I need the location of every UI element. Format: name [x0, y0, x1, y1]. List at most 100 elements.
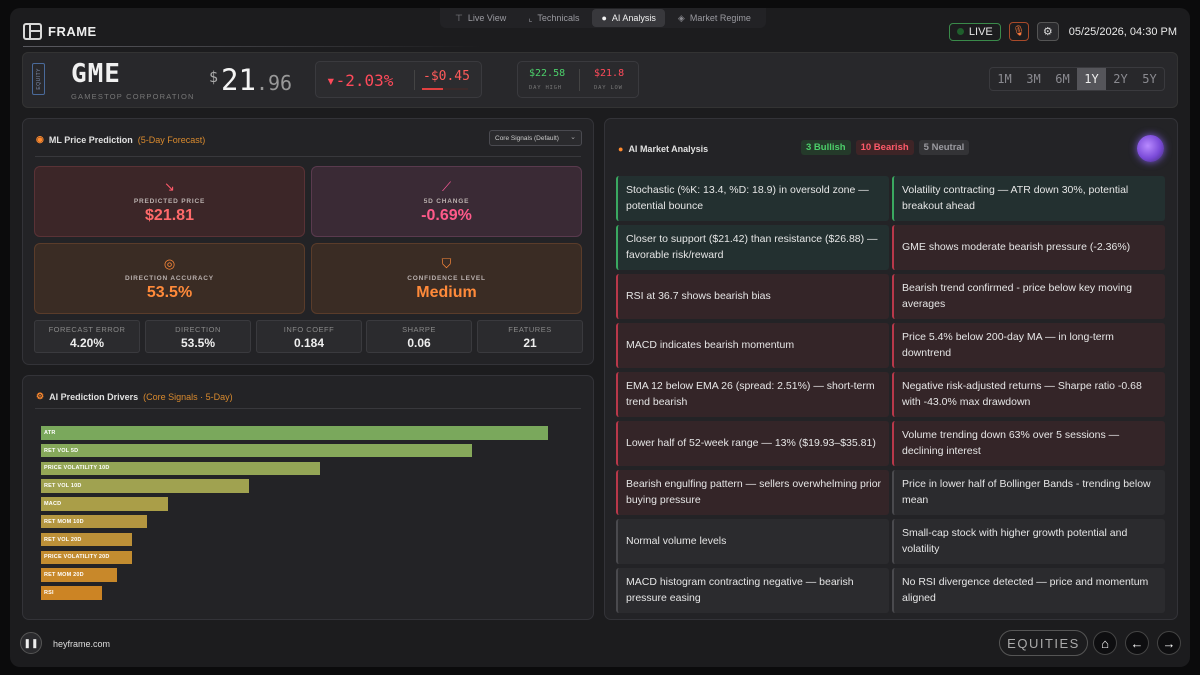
signal-text: Lower half of 52-week range — 13% ($19.9… — [626, 436, 876, 449]
driver-bar: MACD — [41, 497, 168, 511]
site-link[interactable]: heyframe.com — [53, 639, 111, 649]
signal-text: MACD histogram contracting negative — be… — [626, 576, 854, 604]
card-value: -0.69% — [421, 207, 472, 224]
five-day-change-card: ⟋ 5D CHANGE -0.69% — [311, 166, 582, 237]
equity-tag: EQUITY — [32, 63, 45, 95]
signal-card-bear: EMA 12 below EMA 26 (spread: 2.51%) — sh… — [616, 372, 889, 417]
brain-icon: ● — [601, 13, 607, 23]
brand-name: FRAME — [48, 24, 97, 39]
ml-subtitle: (5-Day Forecast) — [137, 134, 206, 145]
stat-forecast-error: FORECAST ERROR 4.20% — [34, 320, 140, 353]
direction-accuracy-card: ◎ DIRECTION ACCURACY 53.5% — [34, 243, 305, 314]
day-high-value: $22.58 — [529, 68, 566, 79]
equities-button[interactable]: EQUITIES — [999, 630, 1088, 656]
brand[interactable]: FRAME — [23, 23, 97, 40]
pause-button[interactable]: ❚❚ — [20, 632, 42, 654]
period-6m[interactable]: 6M — [1055, 72, 1070, 86]
driver-bar: ATR — [41, 426, 548, 440]
drivers-title: AI Prediction Drivers — [49, 391, 139, 402]
line-chart-icon: ⟋ — [441, 179, 452, 194]
antenna-icon: ⊤ — [455, 12, 463, 23]
driver-label: RET VOL 10D — [44, 483, 82, 490]
gears-icon: ⚙ — [36, 391, 45, 401]
neutral-count: 5 Neutral — [918, 140, 970, 155]
arrow-left-icon: ← — [1130, 635, 1144, 651]
period-1m[interactable]: 1M — [997, 72, 1012, 86]
signal-text: Stochastic (%K: 13.4, %D: 18.9) in overs… — [626, 184, 869, 212]
signal-text: Bearish trend confirmed - price below ke… — [902, 282, 1132, 310]
ml-prediction-panel: ◉ ML Price Prediction (5-Day Forecast) C… — [22, 118, 594, 365]
change-bar-fill — [422, 88, 443, 90]
price-fraction: .96 — [255, 71, 293, 95]
panel-title: ● AI Market Analysis — [618, 144, 708, 154]
live-button[interactable]: LIVE — [948, 22, 1001, 41]
microphone-button[interactable]: 🎙 — [1008, 22, 1029, 41]
card-label: PREDICTED PRICE — [133, 198, 206, 205]
stat-label: INFO COEFF — [283, 325, 335, 334]
card-label: CONFIDENCE LEVEL — [407, 275, 486, 282]
driver-bar: RET MOM 10D — [41, 514, 147, 529]
home-button[interactable]: ⌂ — [1093, 631, 1117, 655]
header-controls: LIVE 🎙 ⚙ 05/25/2026, 04:30 PM — [948, 22, 1177, 41]
signal-text: Bearish engulfing pattern — sellers over… — [626, 478, 882, 506]
ai-orb-button[interactable] — [1137, 135, 1164, 162]
ml-title: ML Price Prediction — [48, 134, 133, 145]
signal-text: EMA 12 below EMA 26 (spread: 2.51%) — sh… — [626, 380, 875, 408]
change-absolute: -$0.45 — [423, 69, 470, 84]
stat-label: FORECAST ERROR — [48, 325, 126, 334]
stat-value: 4.20% — [69, 336, 105, 350]
forward-button[interactable]: → — [1157, 631, 1181, 655]
stat-value: 21 — [523, 336, 537, 350]
select-value: Core Signals (Default) — [495, 134, 559, 142]
app-frame: ⊤ Live View ⌞ Technicals ● AI Analysis ◈ Mar… — [10, 8, 1190, 667]
chart-icon: ⌞ — [528, 12, 533, 23]
period-2y[interactable]: 2Y — [1113, 72, 1128, 86]
signal-set-select[interactable]: Core Signals (Default) ⌄ — [489, 130, 582, 146]
signal-grid: Stochastic (%K: 13.4, %D: 18.9) in overs… — [616, 176, 1166, 613]
signal-card-bear: Bearish trend confirmed - price below ke… — [892, 274, 1165, 319]
change-bar — [422, 88, 468, 90]
stat-value: 53.5% — [180, 336, 216, 350]
live-label: LIVE — [968, 25, 993, 38]
home-icon: ⌂ — [1101, 635, 1109, 651]
signal-card-bear: Volume trending down 63% over 5 sessions… — [892, 421, 1165, 466]
driver-bar: RET VOL 10D — [41, 479, 249, 493]
back-button[interactable]: ← — [1125, 631, 1149, 655]
panel-title: ◉ ML Price Prediction (5-Day Forecast) — [36, 134, 205, 145]
driver-label: PRICE VOLATILITY 20D — [44, 554, 110, 561]
tab-ai-analysis[interactable]: ● AI Analysis — [592, 9, 665, 27]
ai-title: AI Market Analysis — [628, 144, 709, 154]
period-3m[interactable]: 3M — [1026, 72, 1041, 86]
signal-card-neut: MACD histogram contracting negative — be… — [616, 568, 889, 613]
driver-bar: PRICE VOLATILITY 20D — [41, 550, 132, 565]
divider — [35, 156, 581, 157]
live-dot-icon — [956, 28, 964, 35]
stat-value: 0.184 — [293, 336, 325, 350]
chevron-down-icon: ⌄ — [570, 134, 576, 141]
tab-market-regime[interactable]: ◈ Market Regime — [669, 9, 760, 27]
signal-text: MACD indicates bearish momentum — [626, 338, 795, 351]
day-range-box: $22.58 DAY HIGH $21.8 DAY LOW — [517, 61, 639, 98]
period-1y[interactable]: 1Y — [1077, 68, 1106, 90]
stat-label: DIRECTION — [175, 325, 221, 334]
driver-label: ATR — [44, 429, 56, 436]
card-value: 53.5% — [146, 284, 193, 301]
divider — [414, 70, 415, 90]
layers-icon: ◈ — [677, 12, 685, 23]
signal-text: Normal volume levels — [626, 534, 727, 547]
stat-features: FEATURES 21 — [477, 320, 583, 353]
signal-card-bear: Lower half of 52-week range — 13% ($19.9… — [616, 421, 889, 466]
divider — [35, 408, 581, 409]
driver-bar: RET MOM 20D — [41, 568, 117, 582]
shield-icon: ⛉ — [441, 256, 452, 271]
period-5y[interactable]: 5Y — [1142, 72, 1157, 86]
card-value: $21.81 — [145, 207, 194, 224]
tab-live-view[interactable]: ⊤ Live View — [446, 9, 515, 27]
tab-technicals[interactable]: ⌞ Technicals — [519, 9, 588, 27]
ticker-bar: EQUITY GME GAMESTOP CORPORATION $ 21 .96… — [22, 52, 1178, 108]
stat-label: SHARPE — [402, 325, 436, 334]
settings-button[interactable]: ⚙ — [1036, 22, 1059, 41]
ai-market-analysis-panel: ● AI Market Analysis 3 Bullish 10 Bearis… — [604, 118, 1178, 620]
signal-text: Price 5.4% below 200-day MA — in long-te… — [902, 331, 1114, 359]
day-low-value: $21.8 — [594, 68, 625, 79]
